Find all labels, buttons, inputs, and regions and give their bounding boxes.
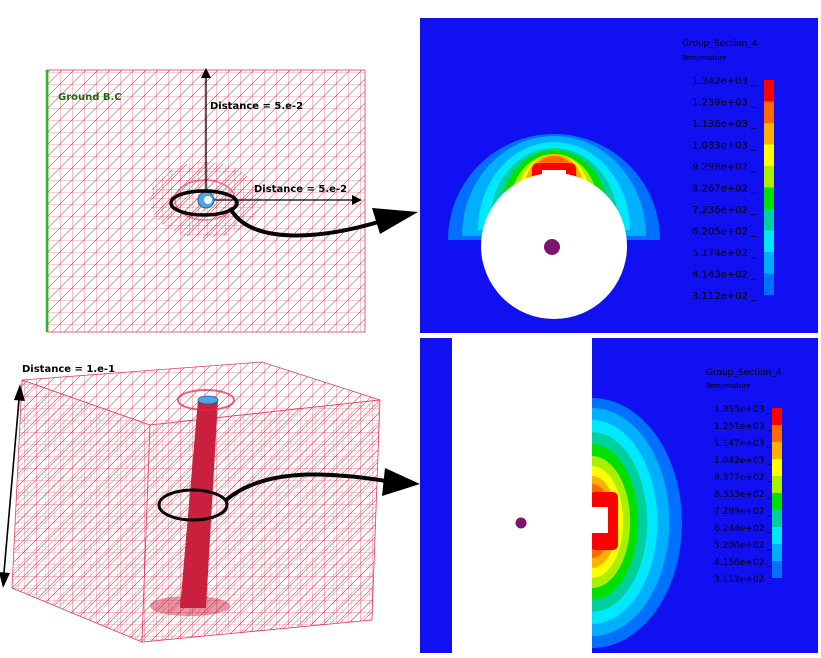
legend-bottom-swatch xyxy=(772,459,782,476)
cube-distance-label: Distance = 1.e-1 xyxy=(22,364,115,375)
legend-top-tick-label: 3.112e+02 _ xyxy=(692,291,757,302)
legend-bottom-swatch xyxy=(772,493,782,510)
vertical-distance-label: Distance = 5.e-2 xyxy=(210,101,303,112)
horizontal-distance-label: Distance = 5.e-2 xyxy=(254,184,347,195)
legend-top-tick-label: 4.143e+02 _ xyxy=(692,270,757,281)
legend-bottom-tick-label: 7.289e+02 _ xyxy=(714,507,772,517)
legend-top-tick-label: 1.033e+03 _ xyxy=(692,141,757,152)
legend-top-tick-label: 5.174e+02 _ xyxy=(692,248,757,259)
legend-bottom-tick-label: 1.251e+03 _ xyxy=(714,422,772,432)
legend-top-swatch xyxy=(764,209,774,231)
legend-bottom-tick-label: 9.377e+02 _ xyxy=(714,473,772,483)
legend-top-swatch xyxy=(764,230,774,252)
probe-dot-top xyxy=(544,239,560,255)
legend-top-swatch xyxy=(764,166,774,188)
legend-bottom-tick-label: 1.147e+03 _ xyxy=(714,439,772,449)
legend-bottom-title: Group_Section_4 xyxy=(706,368,782,378)
focus-ellipse-top xyxy=(169,189,239,217)
legend-top-swatch xyxy=(764,144,774,166)
column-top-opening xyxy=(197,395,219,405)
legend-bottom-tick-label: 4.156e+02 _ xyxy=(714,558,772,568)
top-temperature-panel: Group_Section_4 Temperature 1.342e+03 _1… xyxy=(420,18,818,333)
legend-bottom-tick-label: 3.112e+02 _ xyxy=(714,575,772,585)
zoom-rect-bottom xyxy=(452,338,592,653)
column-top-refinement xyxy=(177,389,235,411)
legend-top-swatch xyxy=(764,252,774,274)
cube-mesh-panel: Distance = 1.e-1 xyxy=(0,361,381,643)
legend-bottom-ticks: 1.355e+03 _ 1.251e+03 _ 1.147e+03 _ 1.042e+… xyxy=(714,405,772,585)
connector-arrow-top xyxy=(228,206,386,238)
legend-top-ticks: 1.342e+03 _ 1.239e+03 _ 1.136e+03 _ 1.033e+… xyxy=(692,76,757,302)
ground-bc-label: Ground B.C xyxy=(58,92,122,103)
legend-bottom-swatch xyxy=(772,476,782,493)
probe-dot-bottom xyxy=(515,517,527,529)
legend-top-tick-label: 1.136e+03 _ xyxy=(692,119,757,130)
legend-top-swatch xyxy=(764,101,774,123)
legend-top-tick-label: 6.205e+02 _ xyxy=(692,227,757,238)
legend-bottom-tick-label: 5.200e+02 _ xyxy=(714,541,772,551)
legend-bottom-tick-label: 1.355e+03 _ xyxy=(714,405,772,415)
top-mesh-panel: Ground B.C Distance = 5.e-2 Distance = 5… xyxy=(45,68,366,333)
legend-bottom-swatch xyxy=(772,408,782,425)
legend-top-tick-label: 1.342e+03 _ xyxy=(692,76,757,87)
legend-top-tick-label: 9.298e+02 _ xyxy=(692,162,757,173)
legend-bottom-tick-label: 1.042e+03 _ xyxy=(714,456,772,466)
focus-ellipse-bottom xyxy=(157,488,229,522)
heat-source-cutout-bottom xyxy=(592,507,608,533)
legend-bottom-swatch xyxy=(772,527,782,544)
legend-bottom-swatch xyxy=(772,561,782,578)
legend-bottom-swatch xyxy=(772,442,782,459)
legend-top-subtitle: Temperature xyxy=(681,54,726,62)
legend-bottom-subtitle: Temperature xyxy=(705,382,750,390)
connector-arrow-bottom xyxy=(224,472,393,502)
legend-top-swatch xyxy=(764,123,774,145)
connector-arrowhead-bottom xyxy=(382,468,420,496)
legend-bottom-swatch xyxy=(772,425,782,442)
bottom-temperature-panel: Group_Section_4 Temperature 1.355e+03 _1… xyxy=(420,338,818,653)
legend-top-swatch xyxy=(764,187,774,209)
legend-top-title: Group_Section_4 xyxy=(682,39,758,49)
legend-top-tick-label: 7.236e+02 _ xyxy=(692,205,757,216)
connector-arrowhead-top xyxy=(372,208,418,234)
legend-top-colorbar xyxy=(764,80,774,295)
cube-height-arrow xyxy=(2,387,21,585)
legend-bottom-colorbar xyxy=(772,408,782,578)
legend-top-tick-label: 8.267e+02 _ xyxy=(692,184,757,195)
legend-bottom-swatch xyxy=(772,544,782,561)
legend-top-tick-label: 1.239e+03 _ xyxy=(692,98,757,109)
column-bottom-refinement xyxy=(150,596,230,616)
legend-bottom-tick-label: 6.244e+02 _ xyxy=(714,524,772,534)
legend-top-swatch xyxy=(764,273,774,295)
legend-bottom-tick-label: 8.333e+02 _ xyxy=(714,490,772,500)
legend-top-swatch xyxy=(764,80,774,102)
legend-bottom-swatch xyxy=(772,510,782,527)
